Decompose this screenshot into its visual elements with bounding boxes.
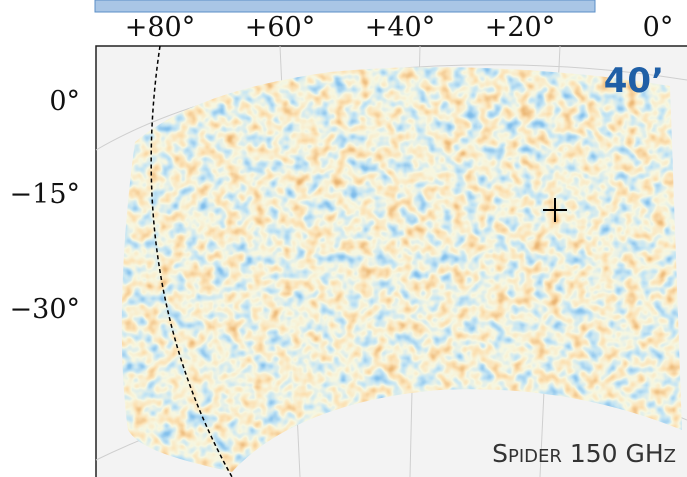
left-axis-label: 0° <box>49 86 80 117</box>
instrument-label: Spider 150 GHz <box>492 439 676 468</box>
top-axis-label: 0° <box>643 12 674 43</box>
beam-label: 40’ <box>604 61 664 101</box>
top-axis: +80° +60° +40° +20° 0° <box>125 12 674 43</box>
left-axis-label: −30° <box>10 294 80 325</box>
page: {"top_axis_labels": ["+80°", "+60°", "+4… <box>0 0 687 477</box>
top-axis-label: +80° <box>125 12 195 43</box>
top-axis-label: +40° <box>365 12 435 43</box>
left-axis: 0° −15° −30° <box>10 86 80 325</box>
header-bar <box>95 0 595 12</box>
left-axis-label: −15° <box>10 179 80 210</box>
sky-map-figure: +80° +60° +40° +20° 0° 0° −15° −30° 40’ Spider… <box>0 0 687 477</box>
top-axis-label: +60° <box>245 12 315 43</box>
top-axis-label: +20° <box>485 12 555 43</box>
